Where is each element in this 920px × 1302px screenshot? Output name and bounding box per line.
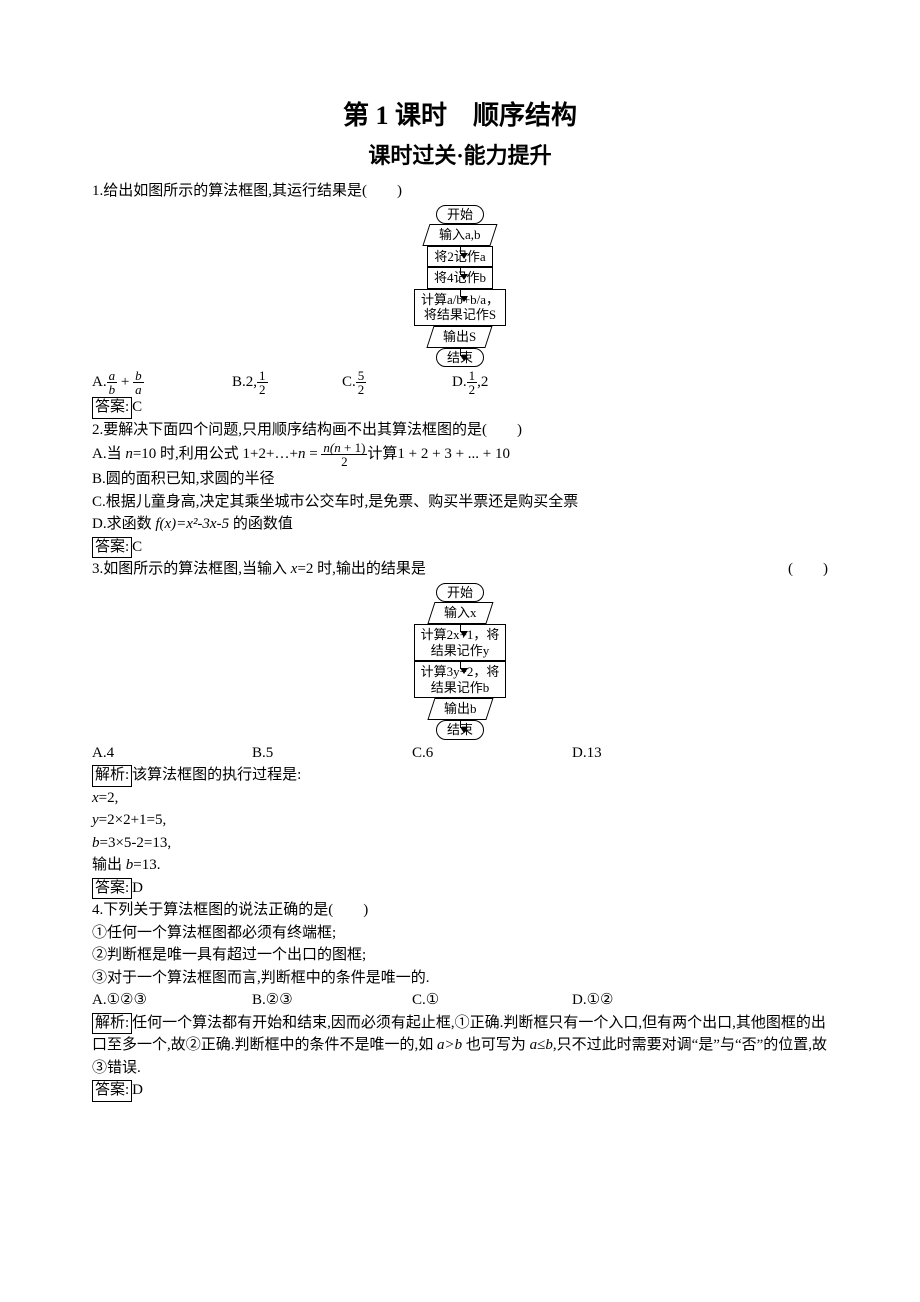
q3-opt-a: A.4 <box>92 742 252 765</box>
q3-answer-line: 答案:D <box>92 877 828 900</box>
answer-label: 答案: <box>92 397 132 419</box>
q1-flow-start: 开始 <box>436 205 484 225</box>
q3-flow-output: 输出b <box>427 698 493 720</box>
q3-opt-d: D.13 <box>572 742 602 765</box>
q1-stem: 1.给出如图所示的算法框图,其运行结果是( ) <box>92 180 828 203</box>
q4-explain: 解析:任何一个算法都有开始和结束,因而必须有起止框,①正确.判断框只有一个入口,… <box>92 1012 828 1080</box>
q4-opt-b: B.②③ <box>252 989 412 1012</box>
q4-answer-line: 答案:D <box>92 1079 828 1102</box>
explain-label: 解析: <box>92 1013 132 1035</box>
q4-stem: 4.下列关于算法框图的说法正确的是( ) <box>92 899 828 922</box>
q3-step1: x=2, <box>92 787 828 810</box>
page-title-2: 课时过关·能力提升 <box>92 139 828 172</box>
q4-opt-d: D.①② <box>572 989 613 1012</box>
q4-s3: ③对于一个算法框图而言,判断框中的条件是唯一的. <box>92 967 828 990</box>
q2-stem: 2.要解决下面四个问题,只用顺序结构画不出其算法框图的是( ) <box>92 419 828 442</box>
q2-answer-line: 答案:C <box>92 536 828 559</box>
q1-opt-c: C.52 <box>342 369 452 396</box>
q1-answer: C <box>132 399 142 415</box>
answer-label: 答案: <box>92 537 132 559</box>
q4-answer: D <box>132 1082 143 1098</box>
q2-answer: C <box>132 539 142 555</box>
q4-s1: ①任何一个算法框图都必须有终端框; <box>92 922 828 945</box>
q3-step2: y=2×2+1=5, <box>92 809 828 832</box>
q3-flow-input: 输入x <box>427 602 493 624</box>
q3-answer: D <box>132 880 143 896</box>
q4-opt-c: C.① <box>412 989 572 1012</box>
q1-options: A.ab + ba B.2,12 C.52 D.12,2 <box>92 369 828 396</box>
q3-options: A.4 B.5 C.6 D.13 <box>92 742 828 765</box>
q3-stem-row: 3.如图所示的算法框图,当输入 x=2 时,输出的结果是 ( ) <box>92 558 828 581</box>
explain-label: 解析: <box>92 765 132 787</box>
q3-flow-start: 开始 <box>436 583 484 603</box>
q1-flow-input: 输入a,b <box>423 224 498 246</box>
q2-opt-b: B.圆的面积已知,求圆的半径 <box>92 468 828 491</box>
q1-flow-output: 输出S <box>427 326 493 348</box>
q3-blank: ( ) <box>788 558 828 581</box>
q4-opt-a: A.①②③ <box>92 989 252 1012</box>
q1-opt-b: B.2,12 <box>232 369 342 396</box>
q3-opt-c: C.6 <box>412 742 572 765</box>
q1-flowchart: 开始 输入a,b 将2记作a 将4记作b 计算a/b+b/a，将结果记作S 输出… <box>92 205 828 368</box>
q1-opt-a: A.ab + ba <box>92 369 232 396</box>
q4-options: A.①②③ B.②③ C.① D.①② <box>92 989 828 1012</box>
q1-opt-d: D.12,2 <box>452 369 488 396</box>
q3-step4: 输出 b=13. <box>92 854 828 877</box>
answer-label: 答案: <box>92 878 132 900</box>
q3-step3: b=3×5-2=13, <box>92 832 828 855</box>
answer-label: 答案: <box>92 1080 132 1102</box>
q4-s2: ②判断框是唯一具有超过一个出口的图框; <box>92 944 828 967</box>
q3-opt-b: B.5 <box>252 742 412 765</box>
q2-opt-c: C.根据儿童身高,决定其乘坐城市公交车时,是免票、购买半票还是购买全票 <box>92 491 828 514</box>
q2-opt-d: D.求函数 f(x)=x²-3x-5 的函数值 <box>92 513 828 536</box>
q3-flowchart: 开始 输入x 计算2x+1，将结果记作y 计算3y−2，将结果记作b 输出b 结… <box>92 583 828 740</box>
q1-answer-line: 答案:C <box>92 396 828 419</box>
q2-opt-a: A.当 n=10 时,利用公式 1+2+…+n = n(n + 1)2计算1 +… <box>92 441 828 468</box>
q3-explain-line: 解析:该算法框图的执行过程是: <box>92 764 828 787</box>
page-title-1: 第 1 课时 顺序结构 <box>92 96 828 135</box>
